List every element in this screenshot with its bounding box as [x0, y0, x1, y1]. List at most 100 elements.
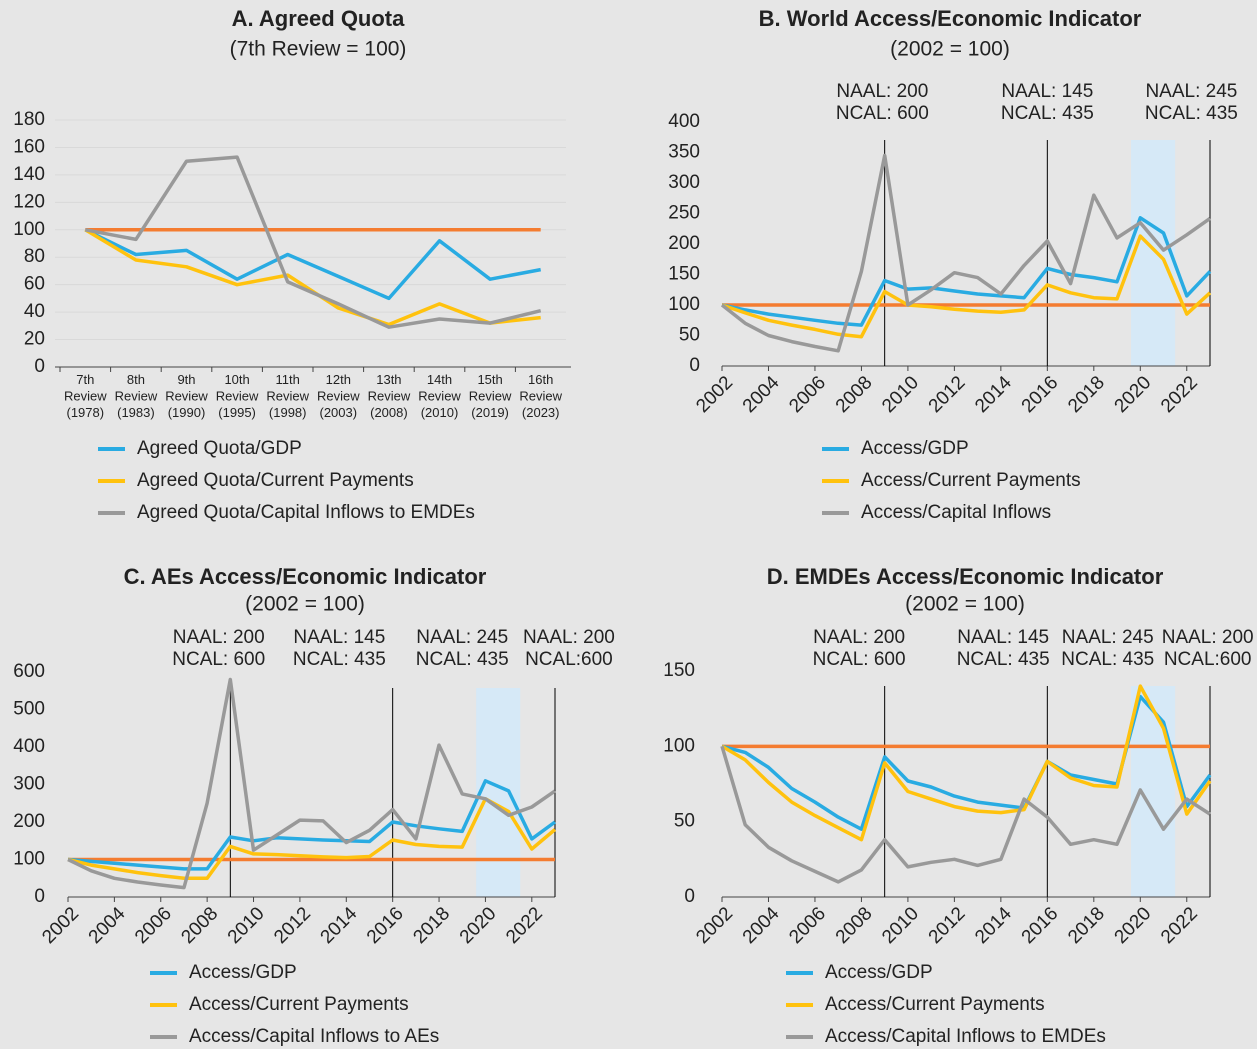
x-tick-label: 7th Review (1978): [64, 372, 107, 420]
x-tick-label: 2004: [85, 903, 130, 948]
annotation: NCAL:600: [1164, 649, 1252, 670]
y-tick-label: 50: [674, 811, 695, 832]
y-tick-label: 140: [13, 164, 45, 185]
x-tick-label: 2008: [832, 903, 877, 948]
shaded-period: [1130, 140, 1176, 366]
x-tick-label: 2002: [692, 903, 737, 948]
y-tick-label: 250: [668, 203, 700, 224]
x-tick-label: 2020: [1111, 372, 1156, 417]
annotation: NAAL: 200: [523, 627, 615, 648]
y-tick-label: 100: [13, 219, 45, 240]
series-line: [84, 228, 541, 327]
legend-label: Access/Capital Inflows to AEs: [189, 1026, 439, 1047]
legend-label: Agreed Quota/Capital Inflows to EMDEs: [137, 502, 475, 523]
legend-label: Access/GDP: [861, 438, 969, 459]
legend-label: Access/Current Payments: [189, 994, 409, 1015]
legend-label: Access/Current Payments: [825, 994, 1045, 1015]
x-tick-label: 2016: [363, 903, 408, 948]
y-tick-label: 0: [689, 355, 700, 376]
x-tick-label: 16th Review (2023): [519, 372, 562, 420]
annotation: NCAL: 435: [1145, 103, 1238, 124]
x-tick-label: 2022: [502, 903, 547, 948]
shaded-period: [476, 688, 521, 897]
panel-subtitle: (7th Review = 100): [230, 38, 407, 61]
legend-label: Access/Capital Inflows to EMDEs: [825, 1026, 1106, 1047]
panel-title: D. EMDEs Access/Economic Indicator: [767, 564, 1164, 589]
y-tick-label: 0: [34, 356, 45, 377]
y-tick-label: 200: [13, 811, 45, 832]
series-line: [721, 216, 1212, 327]
annotation: NAAL: 245: [1145, 81, 1237, 102]
x-tick-label: 2014: [971, 903, 1016, 948]
x-tick-label: 2016: [1018, 372, 1063, 417]
annotation: NCAL: 435: [1061, 649, 1154, 670]
y-tick-label: 400: [668, 111, 700, 132]
x-tick-label: 2020: [456, 903, 501, 948]
y-tick-label: 150: [663, 660, 695, 681]
x-tick-label: 14th Review (2010): [418, 372, 461, 420]
legend-label: Access/GDP: [189, 962, 297, 983]
panel-title: B. World Access/Economic Indicator: [759, 6, 1142, 31]
x-tick-label: 2002: [38, 903, 83, 948]
annotation: NAAL: 145: [1001, 81, 1093, 102]
x-tick-label: 2010: [224, 903, 269, 948]
annotation: NCAL: 600: [172, 649, 265, 670]
x-tick-label: 2022: [1157, 372, 1202, 417]
y-tick-label: 120: [13, 191, 45, 212]
x-tick-label: 15th Review (2019): [469, 372, 512, 420]
x-tick-label: 13th Review (2008): [368, 372, 411, 420]
annotation: NAAL: 200: [813, 627, 905, 648]
annotation: NAAL: 145: [293, 627, 385, 648]
y-tick-label: 350: [668, 142, 700, 163]
y-tick-label: 500: [13, 699, 45, 720]
y-tick-label: 60: [24, 274, 45, 295]
annotation: NCAL:600: [525, 649, 613, 670]
panel-subtitle: (2002 = 100): [890, 38, 1010, 61]
x-tick-label: 2016: [1018, 903, 1063, 948]
x-tick-label: 2020: [1111, 903, 1156, 948]
x-tick-label: 12th Review (2003): [317, 372, 360, 420]
x-tick-label: 2010: [878, 903, 923, 948]
y-tick-label: 50: [679, 325, 700, 346]
y-tick-label: 150: [668, 264, 700, 285]
legend-label: Agreed Quota/GDP: [137, 438, 302, 459]
y-tick-label: 300: [13, 774, 45, 795]
x-tick-label: 2008: [832, 372, 877, 417]
y-tick-label: 180: [13, 109, 45, 130]
series-line: [721, 234, 1212, 339]
y-tick-label: 80: [24, 246, 45, 267]
x-tick-label: 11th Review (1998): [266, 372, 309, 420]
annotation: NAAL: 245: [1062, 627, 1154, 648]
x-tick-label: 2006: [131, 903, 176, 948]
shaded-period: [1130, 686, 1176, 897]
annotation: NCAL: 435: [293, 649, 386, 670]
x-tick-label: 2022: [1157, 903, 1202, 948]
panel-title: C. AEs Access/Economic Indicator: [124, 564, 487, 589]
series-line: [721, 684, 1212, 842]
y-tick-label: 400: [13, 736, 45, 757]
annotation: NCAL: 600: [836, 103, 929, 124]
series-line: [67, 677, 556, 890]
series-line: [720, 153, 1212, 353]
panel-subtitle: (2002 = 100): [245, 593, 365, 616]
series-line: [720, 745, 1211, 884]
annotation: NAAL: 145: [957, 627, 1049, 648]
x-tick-label: 8th Review (1983): [115, 372, 158, 420]
x-tick-label: 2002: [692, 372, 737, 417]
annotation: NAAL: 245: [416, 627, 508, 648]
x-tick-label: 2010: [878, 372, 923, 417]
legend-label: Agreed Quota/Current Payments: [137, 470, 414, 491]
y-tick-label: 300: [668, 172, 700, 193]
legend-label: Access/Current Payments: [861, 470, 1081, 491]
y-tick-label: 100: [663, 735, 695, 756]
annotation: NCAL: 435: [416, 649, 509, 670]
y-tick-label: 600: [13, 661, 45, 682]
x-tick-label: 2014: [317, 903, 362, 948]
x-tick-label: 2004: [739, 903, 784, 948]
x-tick-label: 2008: [177, 903, 222, 948]
y-tick-label: 0: [684, 886, 695, 907]
legend-label: Access/GDP: [825, 962, 933, 983]
x-tick-label: 2018: [1064, 903, 1109, 948]
y-tick-label: 0: [34, 886, 45, 907]
